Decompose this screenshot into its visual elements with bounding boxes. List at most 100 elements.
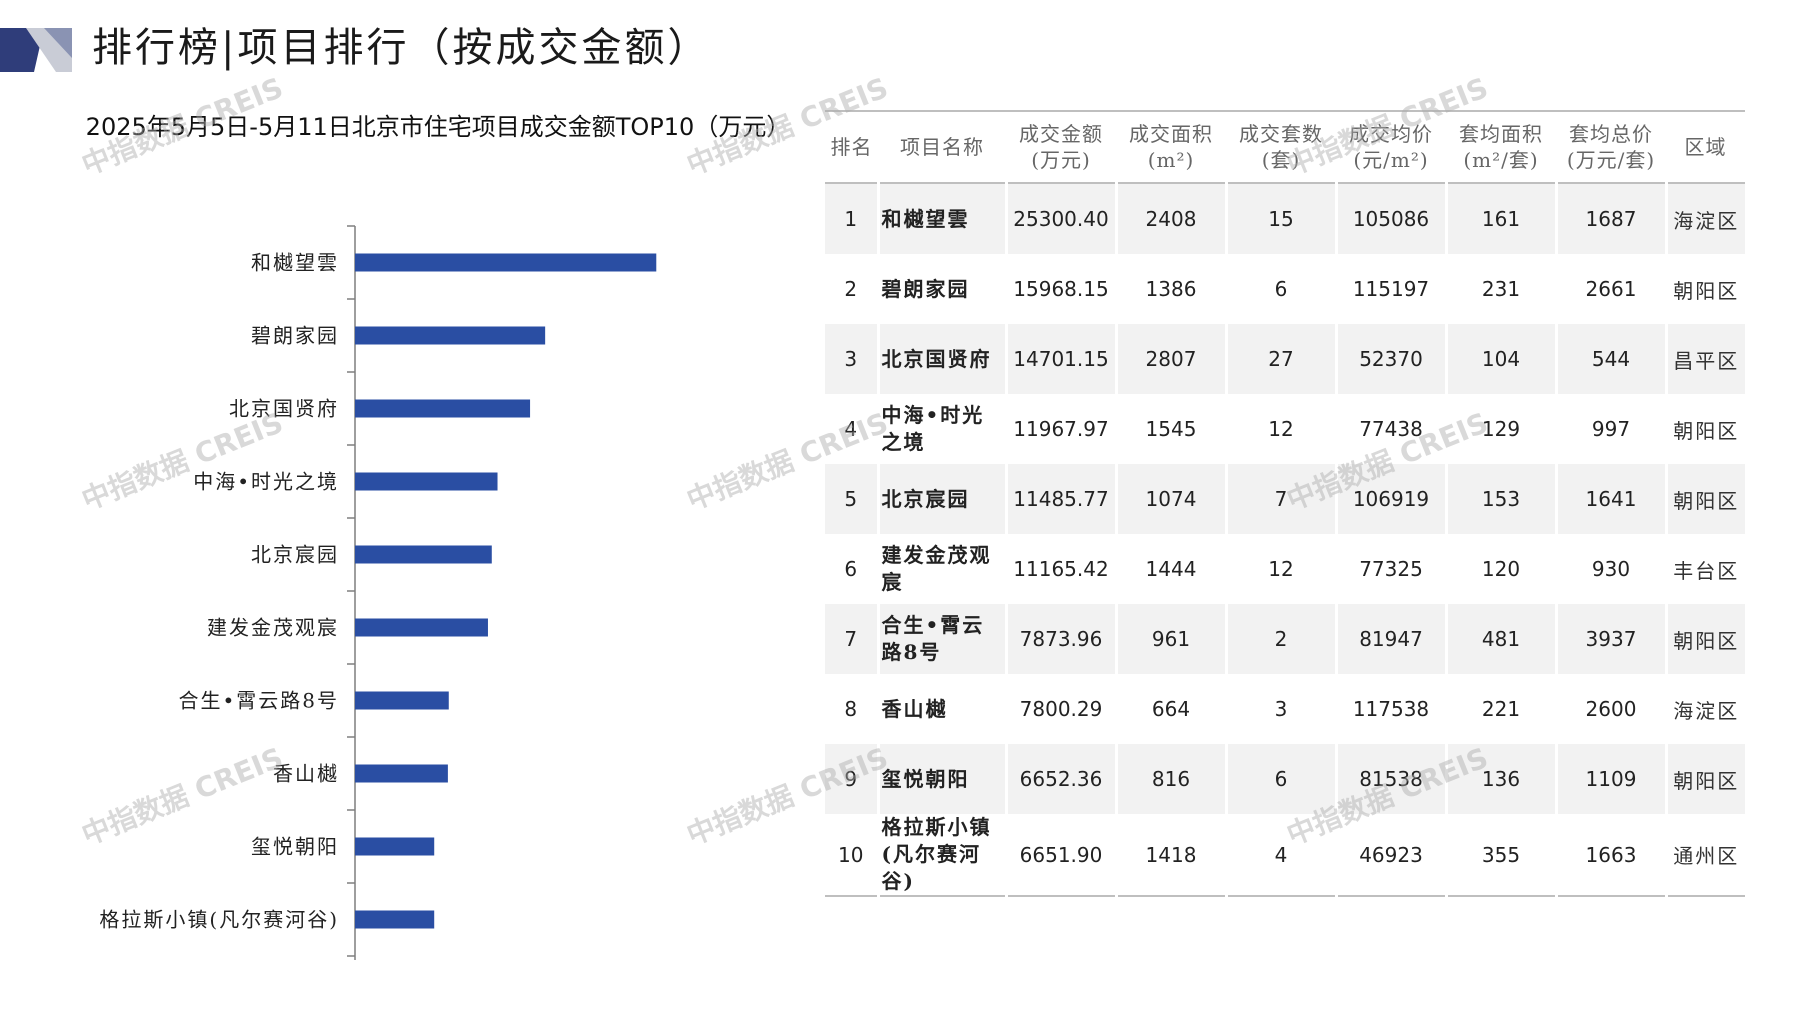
table-row: 1 和樾望雲 25300.40 2408 15 105086 161 1687 海淀区 bbox=[825, 183, 1745, 254]
category-label: 北京国贤府 bbox=[229, 397, 339, 421]
table-cell: 1386 bbox=[1116, 254, 1228, 324]
table-cell: 2 bbox=[825, 254, 880, 324]
table-cell: 11967.97 bbox=[1006, 394, 1118, 464]
table-cell: 10 bbox=[825, 814, 880, 897]
table-cell: 15968.15 bbox=[1006, 254, 1118, 324]
table-cell: 2408 bbox=[1116, 183, 1228, 254]
table-cell: 664 bbox=[1116, 674, 1228, 744]
table-cell: 12 bbox=[1226, 534, 1338, 604]
table-cell: 海淀区 bbox=[1666, 674, 1745, 744]
table-cell: 6 bbox=[1226, 744, 1338, 814]
table-cell: 昌平区 bbox=[1666, 324, 1745, 394]
table-cell: 6652.36 bbox=[1006, 744, 1118, 814]
table-row: 8 香山樾 7800.29 664 3 117538 221 2600 海淀区 bbox=[825, 674, 1745, 744]
table-cell: 中海•时光之境 bbox=[878, 394, 1008, 464]
table-cell: 816 bbox=[1116, 744, 1228, 814]
bar bbox=[355, 764, 448, 783]
table-cell: 27 bbox=[1226, 324, 1338, 394]
table-cell: 25300.40 bbox=[1006, 183, 1118, 254]
table-cell: 1663 bbox=[1556, 814, 1668, 897]
table-cell: 格拉斯小镇(凡尔赛河谷) bbox=[878, 814, 1008, 897]
table-cell: 北京宸园 bbox=[878, 464, 1008, 534]
category-label: 玺悦朝阳 bbox=[251, 835, 339, 859]
table-cell: 161 bbox=[1446, 183, 1558, 254]
table-cell: 1 bbox=[825, 183, 880, 254]
table-cell: 481 bbox=[1446, 604, 1558, 674]
category-label: 和樾望雲 bbox=[251, 251, 339, 275]
table-cell: 1687 bbox=[1556, 183, 1668, 254]
column-header: 排名 bbox=[825, 110, 878, 184]
bar bbox=[355, 253, 657, 272]
table-cell: 丰台区 bbox=[1666, 534, 1745, 604]
table-row: 2 碧朗家园 15968.15 1386 6 115197 231 2661 朝阳区 bbox=[825, 254, 1745, 324]
table-cell: 544 bbox=[1556, 324, 1668, 394]
page-header: 排行榜|项目排行（按成交金额） bbox=[0, 20, 1797, 80]
table-cell: 221 bbox=[1446, 674, 1558, 744]
table-cell: 7 bbox=[1226, 464, 1338, 534]
table-cell: 7 bbox=[825, 604, 880, 674]
table-cell: 355 bbox=[1446, 814, 1558, 897]
table-cell: 6651.90 bbox=[1006, 814, 1118, 897]
table-cell: 7873.96 bbox=[1006, 604, 1118, 674]
table-row: 9 玺悦朝阳 6652.36 816 6 81538 136 1109 朝阳区 bbox=[825, 744, 1745, 814]
table-cell: 9 bbox=[825, 744, 880, 814]
table-cell: 115197 bbox=[1336, 254, 1448, 324]
table-cell: 碧朗家园 bbox=[878, 254, 1008, 324]
table-row: 10 格拉斯小镇(凡尔赛河谷) 6651.90 1418 4 46923 355 1663 通州… bbox=[825, 814, 1745, 897]
ranking-table-container: 排名 项目名称 成交金额 (万元) 成交面积 (m²) 成交套数 (套) 成交均价 (元/m²) 套… bbox=[825, 110, 1745, 897]
table-cell: 46923 bbox=[1336, 814, 1448, 897]
table-cell: 通州区 bbox=[1666, 814, 1745, 897]
category-label: 北京宸园 bbox=[251, 543, 339, 567]
category-label: 建发金茂观宸 bbox=[207, 616, 339, 640]
table-cell: 朝阳区 bbox=[1666, 464, 1745, 534]
table-cell: 77325 bbox=[1336, 534, 1448, 604]
table-cell: 4 bbox=[825, 394, 880, 464]
column-header: 套均面积 (m²/套) bbox=[1446, 110, 1556, 184]
table-cell: 1109 bbox=[1556, 744, 1668, 814]
table-cell: 1444 bbox=[1116, 534, 1228, 604]
table-cell: 朝阳区 bbox=[1666, 604, 1745, 674]
table-cell: 15 bbox=[1226, 183, 1338, 254]
bar bbox=[355, 399, 531, 418]
table-cell: 81947 bbox=[1336, 604, 1448, 674]
table-row: 4 中海•时光之境 11967.97 1545 12 77438 129 997 朝阳区 bbox=[825, 394, 1745, 464]
table-cell: 12 bbox=[1226, 394, 1338, 464]
table-cell: 136 bbox=[1446, 744, 1558, 814]
column-header: 套均总价 (万元/套) bbox=[1556, 110, 1666, 184]
category-label: 格拉斯小镇(凡尔赛河谷) bbox=[99, 908, 339, 932]
table-cell: 961 bbox=[1116, 604, 1228, 674]
category-label: 香山樾 bbox=[273, 762, 339, 786]
bar bbox=[355, 326, 546, 345]
table-cell: 129 bbox=[1446, 394, 1558, 464]
table-cell: 77438 bbox=[1336, 394, 1448, 464]
table-cell: 997 bbox=[1556, 394, 1668, 464]
table-cell: 北京国贤府 bbox=[878, 324, 1008, 394]
table-cell: 朝阳区 bbox=[1666, 254, 1745, 324]
bar bbox=[355, 910, 435, 929]
table-cell: 1074 bbox=[1116, 464, 1228, 534]
bar bbox=[355, 618, 488, 637]
table-row: 5 北京宸园 11485.77 1074 7 106919 153 1641 朝阳区 bbox=[825, 464, 1745, 534]
category-label: 碧朗家园 bbox=[251, 324, 339, 348]
table-cell: 105086 bbox=[1336, 183, 1448, 254]
table-header-row: 排名 项目名称 成交金额 (万元) 成交面积 (m²) 成交套数 (套) 成交均价 (元/m²) 套… bbox=[825, 110, 1745, 184]
table-cell: 1641 bbox=[1556, 464, 1668, 534]
table-cell: 2600 bbox=[1556, 674, 1668, 744]
table-row: 6 建发金茂观宸 11165.42 1444 12 77325 120 930 丰台区 bbox=[825, 534, 1745, 604]
table-cell: 52370 bbox=[1336, 324, 1448, 394]
bar bbox=[355, 837, 435, 856]
table-cell: 117538 bbox=[1336, 674, 1448, 744]
table-cell: 2661 bbox=[1556, 254, 1668, 324]
bar bbox=[355, 545, 492, 564]
table-cell: 海淀区 bbox=[1666, 183, 1745, 254]
ranking-table: 排名 项目名称 成交金额 (万元) 成交面积 (m²) 成交套数 (套) 成交均价 (元/m²) 套… bbox=[825, 110, 1745, 897]
table-cell: 建发金茂观宸 bbox=[878, 534, 1008, 604]
table-cell: 11485.77 bbox=[1006, 464, 1118, 534]
table-cell: 2807 bbox=[1116, 324, 1228, 394]
bar bbox=[355, 472, 498, 491]
table-cell: 朝阳区 bbox=[1666, 744, 1745, 814]
table-body: 1 和樾望雲 25300.40 2408 15 105086 161 1687 海淀区 2 碧朗家园… bbox=[825, 183, 1745, 897]
table-cell: 930 bbox=[1556, 534, 1668, 604]
table-cell: 1418 bbox=[1116, 814, 1228, 897]
column-header: 项目名称 bbox=[878, 110, 1006, 184]
